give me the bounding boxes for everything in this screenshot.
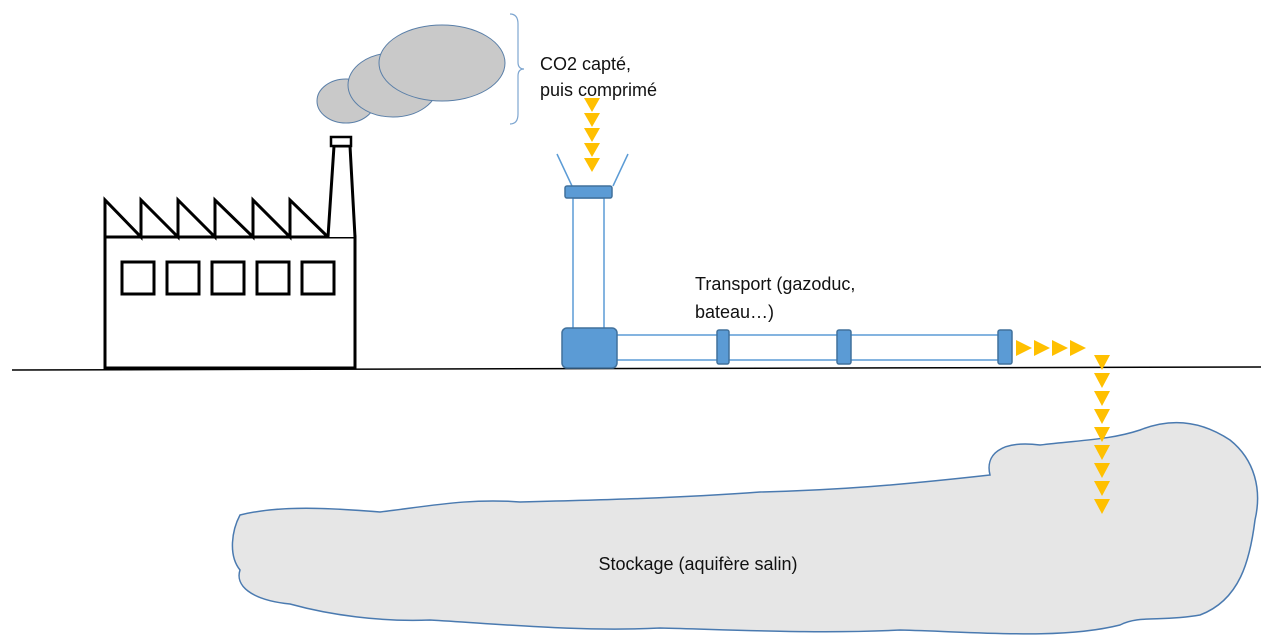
arrow-head <box>584 113 600 127</box>
arrow-head <box>1016 340 1032 356</box>
arrow-head <box>584 98 600 112</box>
transport-label-line: Transport (gazoduc, <box>695 274 855 294</box>
arrow-head <box>1070 340 1086 356</box>
brace <box>509 13 525 125</box>
flow-arrows <box>584 98 1110 514</box>
arrow-head <box>1094 373 1110 388</box>
arrow-head <box>584 128 600 142</box>
arrow-head <box>1094 355 1110 370</box>
arrow-head <box>1094 463 1110 478</box>
capture-label-line: CO2 capté, <box>540 54 631 74</box>
arrow-head <box>1094 391 1110 406</box>
arrow-head <box>1094 445 1110 460</box>
arrow-head <box>1034 340 1050 356</box>
transport-label-line: bateau…) <box>695 302 774 322</box>
arrow-head <box>1052 340 1068 356</box>
reservoir <box>231 421 1259 635</box>
arrow-head <box>1094 499 1110 514</box>
storage-label: Stockage (aquifère salin) <box>598 554 797 574</box>
capture-label-line: puis comprimé <box>540 80 657 100</box>
arrow-head <box>1094 427 1110 442</box>
arrow-head <box>584 158 600 172</box>
smoke <box>316 24 506 124</box>
factory <box>103 135 357 370</box>
arrow-head <box>1094 481 1110 496</box>
vertical-pipe <box>556 153 629 331</box>
horizontal-pipe <box>561 327 1013 369</box>
arrow-head <box>584 143 600 157</box>
arrow-head <box>1094 409 1110 424</box>
